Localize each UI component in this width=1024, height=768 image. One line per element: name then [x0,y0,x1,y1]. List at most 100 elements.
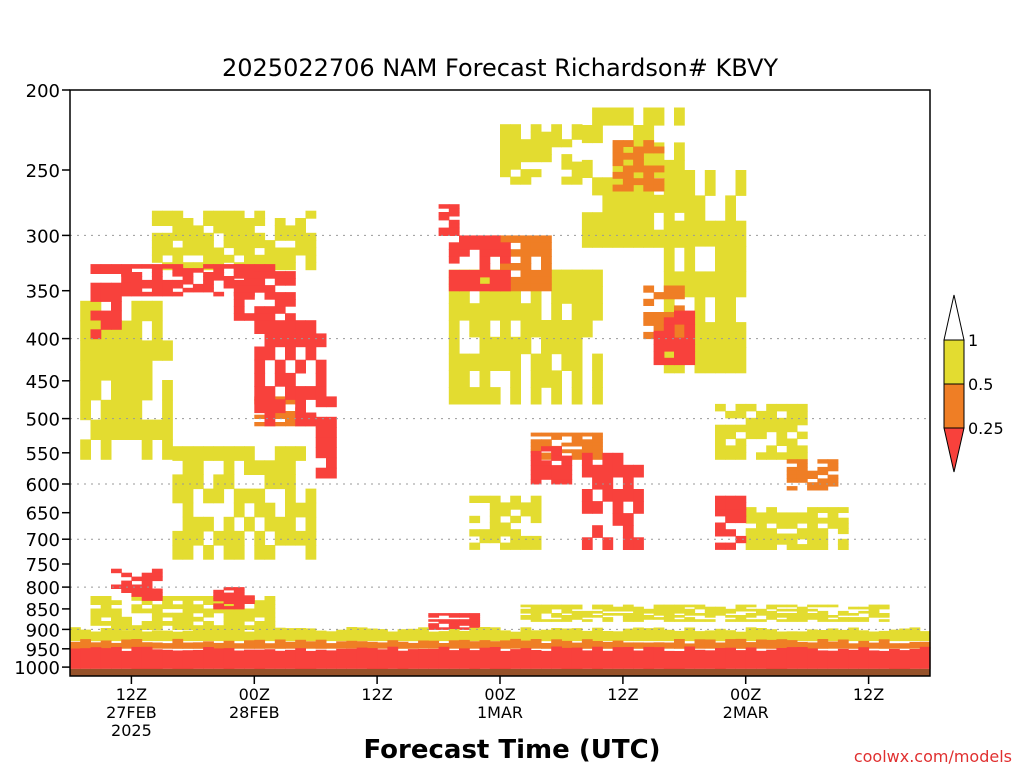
heatmap-cell [571,131,583,140]
heatmap-cell [100,282,112,293]
heatmap-cell [182,225,194,234]
heatmap-cell [510,161,521,170]
heatmap-cell [807,613,818,616]
heatmap-cell [622,229,634,248]
heatmap-cell [459,269,470,278]
heatmap-cell [602,452,614,466]
heatmap-cell [571,610,583,614]
heatmap-cell [766,445,777,453]
heatmap-cell [530,460,542,466]
heatmap-cell [837,528,849,535]
heatmap-cell [489,535,501,544]
heatmap-cell [151,272,163,277]
boundary-layer-cell [397,641,409,649]
boundary-layer-cell [162,643,173,649]
boundary-layer-cell [530,650,542,669]
heatmap-cell [121,580,132,586]
heatmap-cell [162,283,173,289]
y-tick-label: 600 [26,475,60,496]
heatmap-cell [448,619,460,622]
boundary-layer-cell [223,648,235,669]
heatmap-cell [817,610,829,614]
heatmap-cell [622,152,634,160]
heatmap-cell [162,612,173,618]
heatmap-cell [541,455,552,460]
heatmap-cell [111,584,122,589]
heatmap-cell [561,176,573,185]
heatmap-cell [612,606,624,610]
heatmap-cell [131,279,143,285]
heatmap-cell [192,262,204,271]
heatmap-cell [715,246,726,272]
heatmap-cell [807,474,818,479]
heatmap-cell [500,303,511,321]
heatmap-cell [551,131,562,140]
heatmap-cell [162,264,173,269]
boundary-layer-cell [510,638,521,649]
heatmap-cell [581,452,593,466]
heatmap-cell [807,507,818,513]
heatmap-cell [141,439,153,460]
heatmap-cell [561,606,573,610]
heatmap-cell [817,538,829,545]
boundary-layer-cell [520,648,532,669]
heatmap-cell [561,474,573,480]
legend-swatch [943,339,965,385]
heatmap-cell [776,452,788,460]
heatmap-cell [469,235,481,243]
heatmap-cell [254,612,266,618]
heatmap-cell [479,263,491,271]
heatmap-cell [592,525,603,538]
heatmap-cell [551,604,562,608]
heatmap-cell [285,502,296,518]
heatmap-cell [500,154,511,163]
boundary-layer-cell [80,639,91,649]
heatmap-cell [622,142,634,161]
heatmap-cell [786,522,798,529]
boundary-layer-cell [274,639,286,649]
heatmap-cell [878,606,890,610]
boundary-layer-cell [285,641,296,649]
heatmap-cell [643,610,655,614]
heatmap-cell [520,235,532,243]
heatmap-cell [151,576,163,582]
boundary-layer-cell [305,628,317,642]
boundary-layer-cell [827,641,839,649]
heatmap-cell [541,474,552,480]
heatmap-cell [663,324,675,332]
heatmap-cell [326,467,337,479]
heatmap-cell [622,617,634,620]
boundary-layer-cell [377,649,388,669]
heatmap-cell [90,380,102,401]
heatmap-cell [837,610,849,614]
heatmap-cell [541,146,552,155]
heatmap-cell [541,619,552,622]
heatmap-cell [602,229,614,248]
heatmap-cell [500,169,511,178]
heatmap-cell [530,469,542,476]
heatmap-cell [469,276,481,285]
boundary-layer-cell [264,630,276,642]
heatmap-cell [90,600,102,605]
heatmap-cell [796,478,808,483]
heatmap-cell [213,606,225,610]
heatmap-cell [715,347,726,374]
heatmap-cell [653,146,665,154]
heatmap-cell [254,218,266,226]
heatmap-cell [469,529,481,537]
heatmap-cell [622,140,634,147]
heatmap-cell [786,538,798,545]
heatmap-cell [602,489,614,502]
heatmap-cell [663,619,675,622]
heatmap-cell [223,595,235,599]
heatmap-cell [141,283,153,289]
heatmap-cell [141,596,153,601]
heatmap-cell [111,568,122,574]
heatmap-cell [111,301,122,312]
heatmap-cell [182,279,194,285]
heatmap-cell [223,276,235,281]
boundary-layer-cell [756,650,767,669]
heatmap-cell [326,437,337,448]
heatmap-cell [182,596,194,601]
heatmap-cell [612,613,624,616]
